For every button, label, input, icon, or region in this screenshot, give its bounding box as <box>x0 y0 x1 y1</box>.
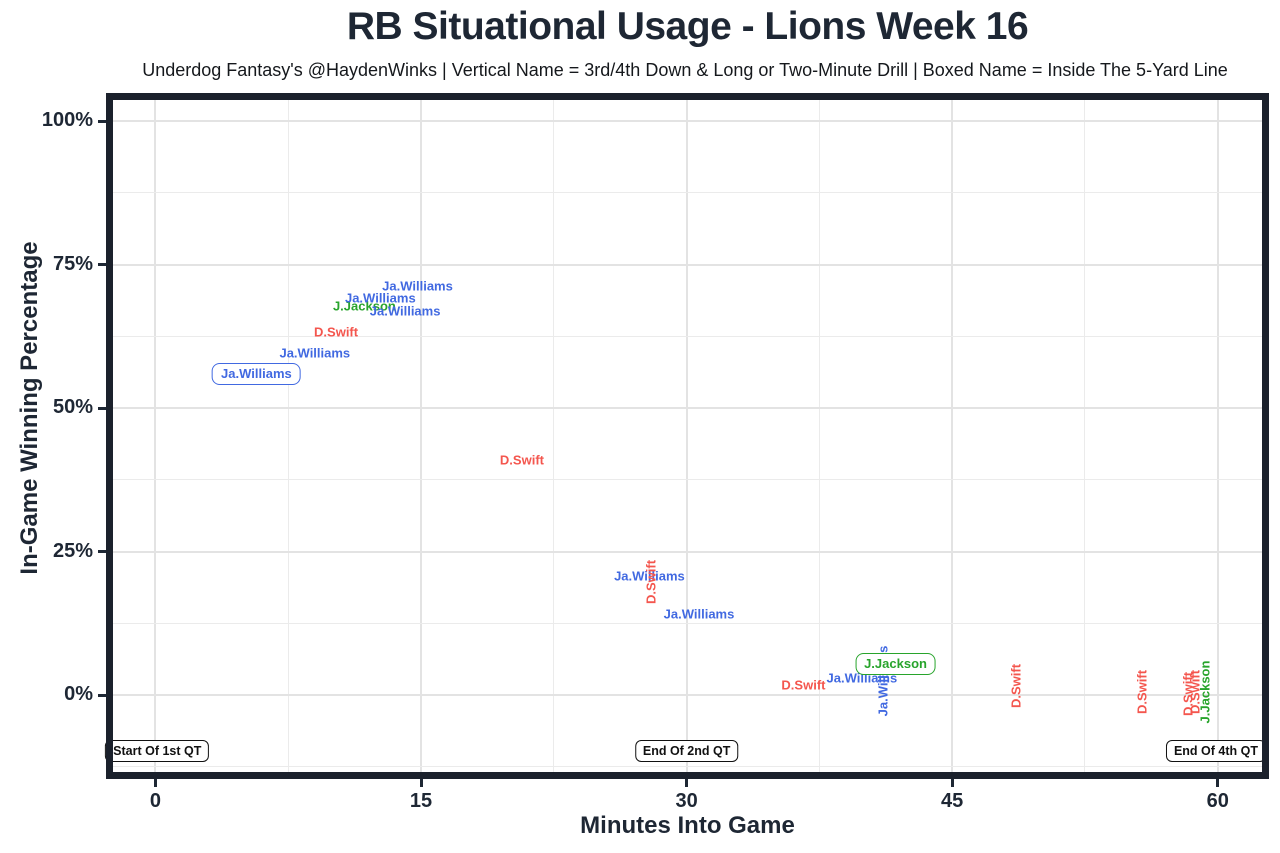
y-tick-label: 100% <box>41 109 93 132</box>
player-label: D.Swift <box>643 560 659 605</box>
gridline-x-major <box>685 100 688 772</box>
quarter-annotation: Start Of 1st QT <box>105 739 210 762</box>
x-axis-tick <box>685 779 689 787</box>
x-axis-tick <box>153 779 157 787</box>
y-axis-tick <box>98 406 106 410</box>
player-label: Ja.Williams <box>382 278 453 294</box>
gridline-x-major <box>154 100 157 772</box>
x-tick-label: 60 <box>1206 790 1229 812</box>
gridline-y-major <box>113 120 1262 123</box>
gridline-y-minor <box>113 192 1262 194</box>
gridline-y-minor <box>113 622 1262 624</box>
x-axis-tick <box>1216 779 1220 787</box>
y-tick-label: 75% <box>52 252 93 275</box>
gridline-x-major <box>951 100 954 772</box>
player-label: Ja.Williams <box>663 606 735 622</box>
player-label: Ja.Williams <box>344 290 416 306</box>
player-label: D.Swift <box>314 324 359 340</box>
gridline-y-major <box>113 550 1262 553</box>
x-tick-label: 15 <box>409 790 433 812</box>
x-tick-label: 30 <box>675 790 698 812</box>
player-label: Ja.Williams <box>369 303 441 319</box>
gridline-x-major <box>1216 100 1219 772</box>
quarter-annotation: End Of 4th QT <box>1165 739 1266 762</box>
gridline-x-minor <box>553 100 555 772</box>
y-tick-label: 25% <box>52 539 93 562</box>
player-label: J.Jackson <box>332 298 396 314</box>
gridline-x-minor <box>818 100 820 772</box>
y-axis-tick <box>98 119 106 123</box>
gridline-x-minor <box>287 100 289 772</box>
player-label: D.Swift <box>1134 670 1150 715</box>
gridline-x-minor <box>1084 100 1086 772</box>
player-label: D.Swift <box>781 677 826 693</box>
x-axis-tick <box>950 779 954 787</box>
x-axis-tick <box>419 779 423 787</box>
player-label: J.Jackson <box>1197 660 1213 724</box>
x-tick-label: 0 <box>149 790 162 812</box>
gridline-y-major <box>113 694 1262 697</box>
y-axis-tick <box>98 693 106 697</box>
y-axis-title: In-Game Winning Percentage <box>16 241 43 575</box>
gridline-y-minor <box>113 479 1262 481</box>
y-tick-label: 0% <box>64 683 93 706</box>
player-label: Ja.Williams <box>614 568 685 584</box>
chart-title: RB Situational Usage - Lions Week 16 <box>346 5 1029 48</box>
player-label: Ja.Williams <box>212 362 301 385</box>
chart-subtitle: Underdog Fantasy's @HaydenWinks | Vertic… <box>142 60 1228 80</box>
x-axis-title: Minutes Into Game <box>580 812 795 839</box>
gridline-y-minor <box>113 766 1262 768</box>
player-label: D.Swift <box>1008 663 1024 708</box>
gridline-x-major <box>420 100 423 772</box>
gridline-y-major <box>113 263 1262 266</box>
y-axis-tick <box>98 550 106 554</box>
y-axis-tick <box>98 263 106 267</box>
y-tick-label: 50% <box>52 396 93 419</box>
gridline-y-major <box>113 407 1262 410</box>
player-label: J.Jackson <box>855 653 936 676</box>
x-tick-label: 45 <box>941 790 964 812</box>
player-label: D.Swift <box>499 452 544 468</box>
player-label: Ja.Williams <box>279 345 351 361</box>
quarter-annotation: End Of 2nd QT <box>634 739 739 762</box>
gridline-y-minor <box>113 335 1262 337</box>
plot-area: Ja.Williams Ja.Williams D.Swift J.Jackson Ja… <box>105 100 1266 772</box>
